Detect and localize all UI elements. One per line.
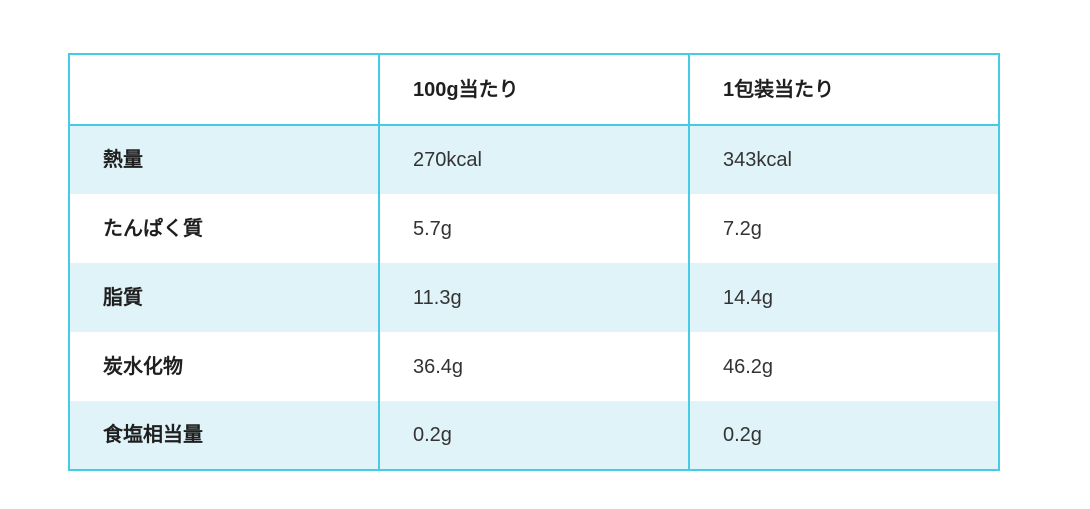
table-row: 脂質 11.3g 14.4g	[69, 263, 999, 332]
value-per-100g: 270kcal	[378, 125, 689, 194]
row-label: 脂質	[103, 286, 143, 309]
table-header: 100g当たり 1包装当たり	[69, 54, 999, 126]
table-body: 熱量 270kcal 343kcal たんぱく質 5.7g 7.2g 脂質 11…	[69, 125, 999, 470]
corner-header-cell	[69, 54, 379, 126]
row-label: たんぱく質	[103, 217, 203, 240]
value-per-package: 7.2g	[688, 194, 999, 263]
nutrition-table: 100g当たり 1包装当たり 熱量 270kcal 343kcal たんぱく質 …	[68, 53, 1000, 471]
table-row: たんぱく質 5.7g 7.2g	[69, 194, 999, 263]
row-label: 熱量	[103, 149, 143, 171]
row-label: 食塩相当量	[103, 424, 203, 446]
row-label: 炭水化物	[103, 355, 183, 378]
value-per-100g: 0.2g	[378, 401, 689, 470]
table-row: 炭水化物 36.4g 46.2g	[69, 332, 999, 401]
value-per-package: 343kcal	[688, 125, 999, 194]
column-header-per-package: 1包装当たり	[688, 54, 999, 126]
table-row: 食塩相当量 0.2g 0.2g	[69, 401, 999, 470]
column-header-per-100g: 100g当たり	[378, 54, 689, 126]
value-per-package: 0.2g	[688, 401, 999, 470]
value-per-100g: 11.3g	[378, 263, 689, 332]
header-row: 100g当たり 1包装当たり	[69, 54, 999, 126]
value-per-100g: 5.7g	[378, 194, 689, 263]
table-row: 熱量 270kcal 343kcal	[69, 125, 999, 194]
value-per-100g: 36.4g	[378, 332, 689, 401]
value-per-package: 46.2g	[688, 332, 999, 401]
value-per-package: 14.4g	[688, 263, 999, 332]
nutrition-table-container: 100g当たり 1包装当たり 熱量 270kcal 343kcal たんぱく質 …	[68, 53, 1000, 471]
